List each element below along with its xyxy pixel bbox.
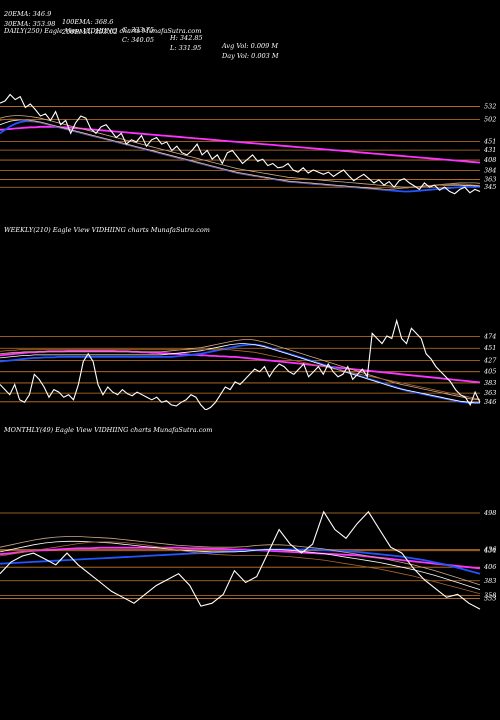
monthly-tick-label: 353 <box>484 594 496 602</box>
weekly-tick-label: 346 <box>484 398 496 406</box>
close2-label: C: 340.05 <box>122 36 154 44</box>
daily-tick-label: 345 <box>484 183 496 191</box>
high-label: H: 342.85 <box>170 34 203 42</box>
ema200-label: 200EMA: 393.02 <box>62 28 118 36</box>
monthly-tick-label: 434 <box>483 547 496 555</box>
header-row-2: 30EMA: 353.98 200EMA: 393.02 C: 340.05 L… <box>4 12 279 60</box>
weekly-tick-label: 427 <box>483 356 497 364</box>
daily-tick-label: 451 <box>483 137 496 145</box>
daily-title: DAILY(250) Eagle View VIDHIING charts Mu… <box>4 27 202 35</box>
monthly-ma-line-0 <box>0 546 481 570</box>
weekly-tick-label: 405 <box>483 368 496 376</box>
close-label: C: 333.75 <box>122 26 154 34</box>
monthly-tick-label: 436 <box>483 546 496 554</box>
ema30-label: 30EMA: 353.98 <box>4 20 56 28</box>
daily-ma-line-0 <box>0 125 481 164</box>
daily-tick-label: 408 <box>483 156 496 164</box>
ema100-label: 100EMA: 368.6 <box>62 18 114 26</box>
daily-price-line <box>0 93 481 195</box>
weekly-price-line <box>0 318 481 410</box>
weekly-title: WEEKLY(210) Eagle View VIDHIING charts M… <box>4 226 210 234</box>
weekly-ma-line-3 <box>0 343 480 404</box>
weekly-tick-label: 451 <box>483 344 496 352</box>
weekly-ma-line-0 <box>0 349 481 384</box>
low-label: L: 331.95 <box>170 44 202 52</box>
weekly-ma-line-4 <box>0 349 481 400</box>
monthly-tick-label: 358 <box>484 591 496 599</box>
daily-ma-line-2 <box>0 115 481 188</box>
daily-tick-label: 384 <box>484 166 496 174</box>
monthly-ma-line-3 <box>0 540 481 590</box>
monthly-ma-line-4 <box>0 541 481 595</box>
monthly-tick-label: 406 <box>483 563 496 571</box>
daily-tick-label: 363 <box>484 175 496 183</box>
weekly-tick-label: 474 <box>483 332 496 340</box>
day-vol-label: Day Vol: 0.003 M <box>222 52 279 60</box>
ema20-label: 20EMA: 346.9 <box>4 10 52 18</box>
monthly-title: MONTHLY(49) Eagle View VIDHIING charts M… <box>4 426 213 434</box>
monthly-ma-line-2 <box>0 536 481 586</box>
daily-ma-line-4 <box>0 118 481 190</box>
monthly-tick-label: 383 <box>484 577 496 585</box>
daily-tick-label: 502 <box>484 115 496 123</box>
weekly-tick-label: 383 <box>484 379 496 387</box>
daily-tick-label: 532 <box>484 103 496 111</box>
monthly-tick-label: 498 <box>483 509 496 517</box>
weekly-ma-line-1 <box>0 343 480 404</box>
monthly-ma-line-1 <box>0 548 481 575</box>
header-row-1: 20EMA: 346.9 100EMA: 368.6 C: 333.75 H: … <box>4 2 278 50</box>
avg-vol-label: Avg Vol: 0.009 M <box>222 42 279 50</box>
monthly-price-line <box>0 510 481 610</box>
daily-tick-label: 431 <box>483 146 496 154</box>
weekly-tick-label: 363 <box>484 389 496 397</box>
weekly-ma-line-2 <box>0 339 481 401</box>
